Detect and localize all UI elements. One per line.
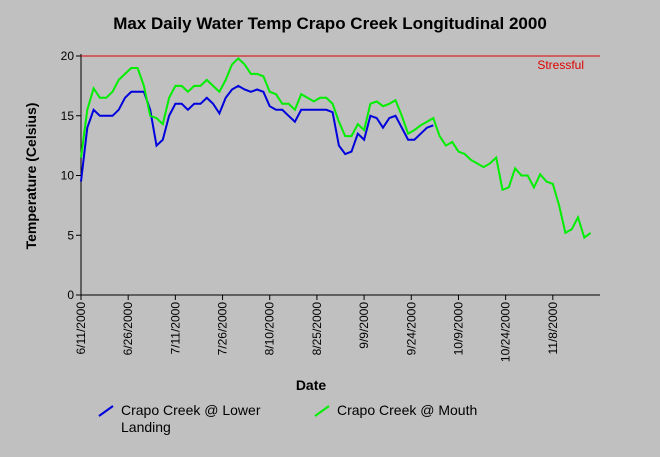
legend-swatch — [98, 405, 114, 417]
x-tick-label: 9/9/2000 — [357, 302, 371, 349]
legend-swatch — [314, 405, 330, 417]
threshold-label: Stressful — [537, 58, 584, 72]
series-line — [80, 84, 434, 182]
chart-title: Max Daily Water Temp Crapo Creek Longitu… — [113, 14, 547, 33]
x-tick-label: 6/26/2000 — [121, 302, 135, 356]
x-tick-label: 7/11/2000 — [168, 302, 182, 355]
y-tick-label: 5 — [67, 228, 74, 242]
x-tick-label: 10/24/2000 — [499, 302, 513, 362]
x-tick-label: 8/10/2000 — [263, 302, 277, 356]
legend-label: Crapo Creek @ Lower Landing — [121, 402, 261, 435]
y-axis-label: Temperature (Celsius) — [23, 103, 39, 250]
x-axis-label: Date — [296, 377, 327, 393]
legend-label: Crapo Creek @ Mouth — [337, 402, 478, 418]
y-tick-label: 10 — [61, 169, 75, 183]
legend: Crapo Creek @ Lower Landing Crapo Creek … — [96, 402, 656, 442]
x-tick-label: 8/25/2000 — [310, 302, 324, 356]
x-tick-label: 11/8/2000 — [546, 302, 560, 355]
x-tick-label: 7/26/2000 — [216, 302, 230, 356]
x-tick-label: 6/11/2000 — [74, 302, 88, 355]
x-tick-label: 9/24/2000 — [404, 302, 418, 356]
x-tick-label: 10/9/2000 — [451, 302, 465, 356]
y-tick-label: 20 — [61, 49, 75, 63]
y-tick-label: 15 — [61, 109, 75, 123]
y-tick-label: 0 — [67, 288, 74, 302]
series-line — [80, 57, 592, 240]
